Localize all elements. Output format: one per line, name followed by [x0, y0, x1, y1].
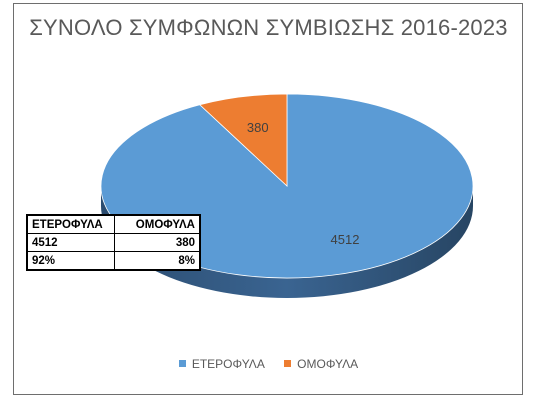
table-header-cell: ΕΤΕΡΟΦΥΛΑ	[27, 215, 115, 234]
table-header-cell: ΟΜΟΦΥΛΑ	[114, 215, 200, 234]
table-row: 92% 8%	[27, 251, 200, 270]
legend-item: ΕΤΕΡΟΦΥΛΑ	[178, 357, 265, 371]
legend-label: ΟΜΟΦΥΛΑ	[297, 357, 359, 371]
data-table: ΕΤΕΡΟΦΥΛΑ ΟΜΟΦΥΛΑ 4512 380 92% 8%	[26, 214, 201, 271]
legend-label: ΕΤΕΡΟΦΥΛΑ	[191, 357, 265, 371]
table-row: 4512 380	[27, 233, 200, 252]
chart-title: ΣΥΝΟΛΟ ΣΥΜΦΩΝΩΝ ΣΥΜΒΙΩΣΗΣ 2016-2023	[29, 15, 508, 40]
data-label: 4512	[331, 232, 360, 247]
chart-legend: ΕΤΕΡΟΦΥΛΑ ΟΜΟΦΥΛΑ	[0, 357, 537, 371]
table-cell: 8%	[178, 255, 195, 267]
legend-swatch-blue	[178, 360, 186, 367]
table-cell: 380	[114, 233, 200, 252]
table-cell: 4512	[27, 233, 115, 252]
table-cell: 92%	[27, 251, 115, 270]
legend-swatch-orange	[284, 360, 292, 367]
legend-item: ΟΜΟΦΥΛΑ	[284, 357, 358, 371]
table-header-row: ΕΤΕΡΟΦΥΛΑ ΟΜΟΦΥΛΑ	[27, 215, 200, 234]
pie-slice-same-sex	[198, 93, 288, 187]
data-label: 380	[247, 120, 269, 135]
